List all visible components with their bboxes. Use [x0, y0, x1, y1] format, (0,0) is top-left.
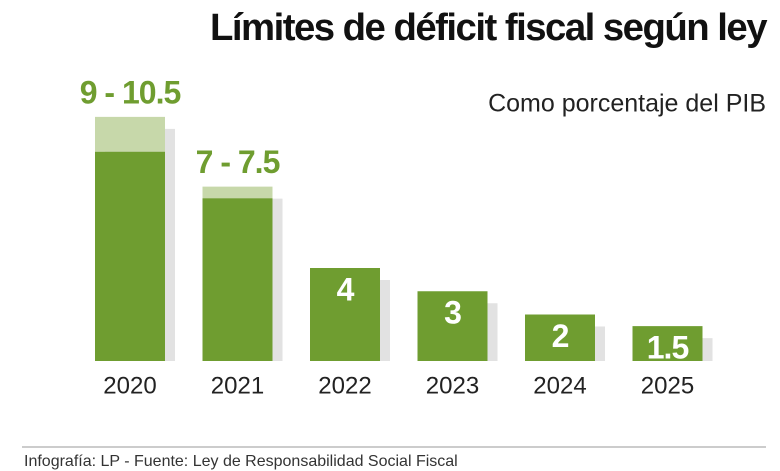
x-tick-label: 2021	[211, 372, 264, 399]
value-label: 2	[552, 318, 569, 354]
chart-subtitle: Como porcentaje del PIB	[488, 90, 766, 118]
bar	[202, 198, 273, 361]
bar	[95, 151, 165, 361]
bar	[417, 291, 488, 361]
x-tick-label: 2025	[641, 372, 694, 399]
range-bar	[95, 116, 165, 152]
value-label: 3	[444, 295, 461, 331]
bar	[632, 326, 703, 361]
x-tick-label: 2023	[426, 372, 479, 399]
value-label: 9 - 10.5	[80, 74, 181, 110]
bar	[310, 268, 380, 361]
chart-title: Límites de déficit fiscal según ley	[210, 7, 767, 49]
x-tick-label: 2020	[103, 372, 156, 399]
value-label: 1.5	[647, 330, 689, 366]
x-tick-label: 2024	[533, 372, 586, 399]
bar	[525, 314, 595, 361]
range-bar	[202, 186, 273, 199]
x-tick-label: 2022	[318, 372, 371, 399]
source: Infografía: LP - Fuente: Ley de Responsa…	[24, 453, 458, 470]
value-label: 7 - 7.5	[196, 144, 280, 180]
value-label: 4	[337, 271, 355, 307]
